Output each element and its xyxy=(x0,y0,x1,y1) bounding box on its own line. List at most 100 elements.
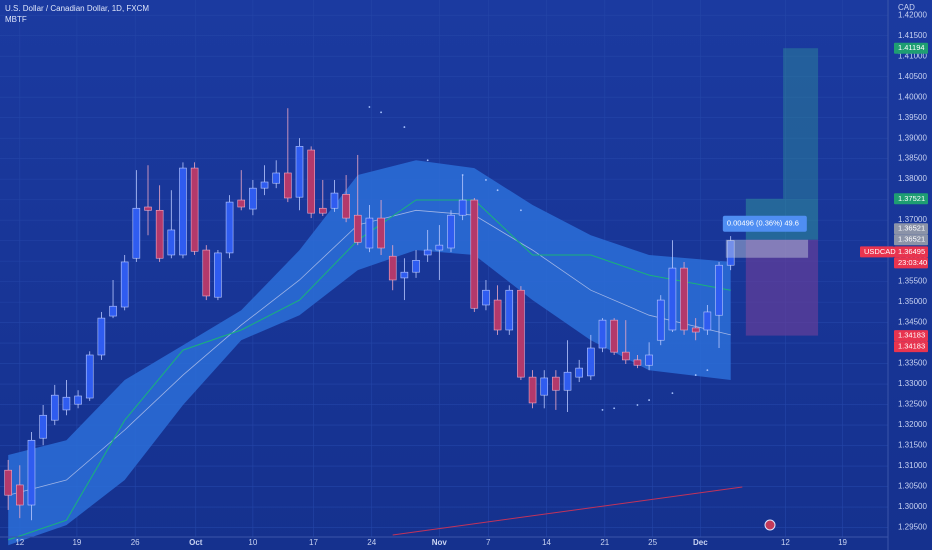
tooltip-box xyxy=(722,215,807,232)
candle-body xyxy=(435,244,444,251)
y-tick-label: 1.38500 xyxy=(898,154,927,163)
x-tick-label: Dec xyxy=(693,538,708,547)
sar-dot xyxy=(671,392,674,395)
candle-body xyxy=(447,214,455,249)
candle-body xyxy=(470,199,479,309)
trend-line xyxy=(392,486,743,536)
last-price-label: 1.36495 xyxy=(898,247,925,256)
stop-label: 1.34183 xyxy=(898,331,925,340)
x-tick-label: 12 xyxy=(781,538,790,547)
y-tick-label: 1.33500 xyxy=(898,359,927,368)
band-area xyxy=(8,160,731,546)
candle-body xyxy=(412,260,420,273)
x-tick-label: Oct xyxy=(189,538,203,547)
candle-body xyxy=(62,396,71,411)
x-tick-label: 26 xyxy=(131,538,140,547)
target-label: 1.41194 xyxy=(898,43,925,52)
sar-dot xyxy=(706,369,709,372)
candle-body xyxy=(377,217,385,249)
level-label-bg xyxy=(894,193,928,205)
candle-body xyxy=(307,149,315,214)
sar-dot xyxy=(648,399,651,401)
candle-body xyxy=(633,359,642,366)
x-tick-label: Nov xyxy=(432,538,448,547)
sar-dot xyxy=(426,159,429,162)
y-tick-label: 1.40000 xyxy=(898,92,927,101)
x-tick-label: 21 xyxy=(600,538,609,547)
candle-body xyxy=(155,209,164,259)
candle-body xyxy=(621,351,630,361)
candle-body xyxy=(505,289,514,331)
countdown-label: 23:03:40 xyxy=(898,258,927,267)
candle-body xyxy=(85,354,94,399)
candle-body xyxy=(190,167,199,252)
candle-body xyxy=(330,192,339,209)
candle-body xyxy=(353,214,362,243)
y-tick-label: 1.37000 xyxy=(898,215,927,224)
candle-body xyxy=(458,199,467,216)
candle-body xyxy=(179,167,187,256)
level-label: 1.37521 xyxy=(898,194,925,203)
candle-body xyxy=(668,267,677,331)
tooltip-text: 0.00496 (0.36%) 49.6 xyxy=(727,219,799,228)
candle-body xyxy=(237,199,246,208)
x-tick-label: 12 xyxy=(15,538,24,547)
candle-body xyxy=(16,484,24,506)
candle-body xyxy=(552,376,560,391)
stop-zone xyxy=(745,239,819,336)
y-tick-label: 1.32000 xyxy=(898,420,927,429)
y-tick-label: 1.42000 xyxy=(898,10,927,19)
x-tick-label: 25 xyxy=(648,538,657,547)
candle-body xyxy=(74,395,82,405)
sar-dot xyxy=(694,374,697,376)
candle-body xyxy=(272,172,280,184)
candle-body xyxy=(144,206,152,211)
candle-body xyxy=(4,469,12,496)
sar-dot xyxy=(485,179,487,181)
stop-label-bg xyxy=(894,341,928,353)
candle-body xyxy=(249,187,257,210)
sar-dot xyxy=(636,404,639,406)
candle-body xyxy=(423,249,432,256)
x-tick-label: 7 xyxy=(486,538,491,547)
x-tick-label: 10 xyxy=(248,538,257,547)
candle-body xyxy=(610,319,618,353)
y-tick-label: 1.32500 xyxy=(898,400,927,409)
entry-label: 1.36521 xyxy=(898,224,925,233)
logo-icon[interactable] xyxy=(764,519,776,531)
x-tick-label: 14 xyxy=(542,538,551,547)
tooltip-shade xyxy=(725,239,809,258)
candle-body xyxy=(493,299,502,331)
y-tick-label: 1.40500 xyxy=(898,72,927,81)
candle-body xyxy=(388,255,397,281)
last-price-label-bg xyxy=(894,246,928,258)
x-tick-label: 19 xyxy=(838,538,847,547)
candle-body xyxy=(703,311,712,331)
y-tick-label: 1.41500 xyxy=(898,31,927,40)
x-tick-label: 24 xyxy=(367,538,376,547)
candle-body xyxy=(726,240,735,266)
candle-body xyxy=(132,207,141,259)
candle-body xyxy=(120,261,129,308)
y-tick-label: 1.30500 xyxy=(898,482,927,491)
stop-label-bg xyxy=(894,330,928,342)
candle-body xyxy=(50,394,59,421)
candle-body xyxy=(365,217,374,249)
candle-body xyxy=(225,201,234,254)
countdown-label-bg xyxy=(894,257,928,269)
candle-body xyxy=(295,146,304,198)
candle-body xyxy=(540,377,549,396)
y-tick-label: 1.30000 xyxy=(898,502,927,511)
target-zone xyxy=(783,48,819,199)
entry-label-bg xyxy=(894,234,928,246)
stop-label: 1.34183 xyxy=(898,342,925,351)
candle-body xyxy=(715,264,723,316)
candle-body xyxy=(284,172,292,199)
symbol-tag: USDCAD xyxy=(864,247,896,256)
target-label-bg xyxy=(894,42,928,54)
candle-body xyxy=(109,305,117,317)
candle-body xyxy=(214,252,222,298)
sar-dot xyxy=(520,209,522,212)
indicator-name: MBTF xyxy=(5,15,27,24)
sar-dot xyxy=(496,189,499,192)
